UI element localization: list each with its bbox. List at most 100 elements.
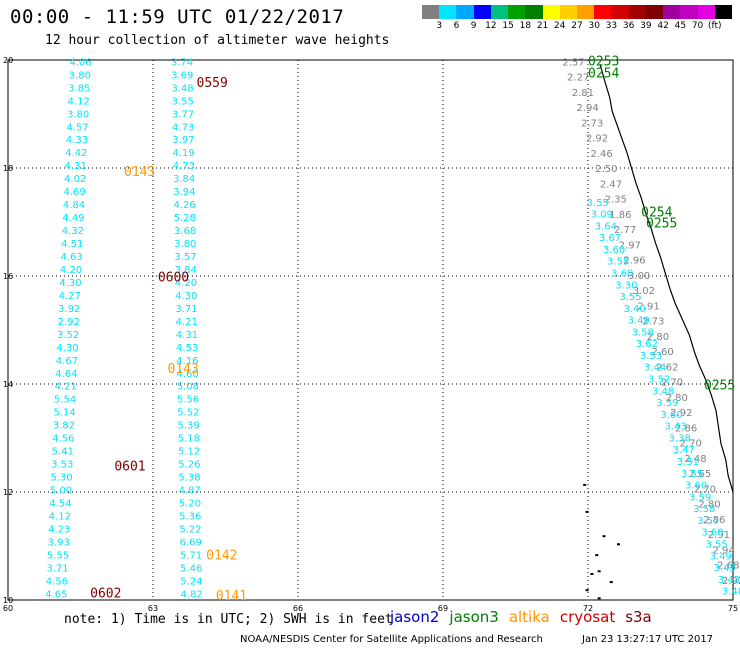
color-swatch — [611, 5, 629, 19]
color-swatch — [422, 5, 440, 19]
wave-height-value: 4.51 — [61, 239, 83, 250]
wave-height-value: 2.92 — [586, 134, 608, 145]
wave-height-value: 5.39 — [177, 421, 199, 432]
generated-timestamp: Jan 23 13:27:17 UTC 2017 — [582, 634, 714, 645]
credit-text: NOAA/NESDIS Center for Satellite Applica… — [240, 634, 543, 645]
wave-height-value: 4.73 — [173, 161, 195, 172]
wave-height-value: 4.31 — [176, 330, 198, 341]
map-frame — [7, 59, 734, 601]
wave-height-value: 2.70 — [694, 484, 716, 495]
wave-height-value: 2.62 — [656, 362, 678, 373]
wave-height-value: 2.80 — [647, 332, 669, 343]
color-scale-label: 33 — [605, 21, 618, 31]
pass-time-label: 0559 — [197, 76, 228, 91]
wave-height-value: 3.51 — [677, 457, 699, 468]
wave-height-value: 2.46 — [591, 149, 613, 160]
wave-height-value: 2.65 — [689, 469, 711, 480]
wave-height-value: 3.80 — [69, 70, 91, 81]
wave-height-value: 4.06 — [69, 57, 91, 68]
wave-height-value: 2.80 — [666, 393, 688, 404]
color-scale-label: 6 — [453, 21, 460, 31]
color-swatch — [456, 5, 474, 19]
wave-height-value: 2.27 — [567, 73, 589, 84]
wave-height-value: 5.26 — [178, 460, 200, 471]
wave-height-value: 3.53 — [51, 460, 73, 471]
wave-height-value: 4.02 — [64, 174, 86, 185]
wave-height-value: 3.93 — [48, 537, 70, 548]
x-tick-label: 60 — [3, 604, 13, 613]
wave-height-value: 4.54 — [49, 498, 71, 509]
x-tick-label: 72 — [583, 604, 593, 613]
color-scale-label: 42 — [657, 21, 669, 31]
wave-height-value: 4.57 — [66, 122, 88, 133]
wave-height-value: 4.84 — [63, 200, 85, 211]
wave-height-value: 4.19 — [173, 148, 195, 159]
wave-height-value: 5.20 — [179, 498, 201, 509]
wave-height-value: 3.45 — [714, 563, 736, 574]
island — [585, 589, 589, 592]
wave-height-value: 5.46 — [180, 563, 202, 574]
wave-height-value: 2.73 — [642, 317, 664, 328]
wave-height-value: 3.62 — [636, 339, 658, 350]
wave-height-value: 4.21 — [176, 317, 198, 328]
wave-height-value: 4.65 — [45, 589, 67, 600]
wave-height-value: 6.69 — [180, 537, 202, 548]
wave-height-value: 4.27 — [59, 291, 81, 302]
color-scale-label: 12 — [485, 21, 497, 31]
wave-height-value: 2.47 — [600, 179, 622, 190]
wave-height-value: 4.53 — [176, 343, 198, 354]
pass-time-label: 0143 — [168, 362, 199, 377]
color-swatch — [628, 5, 646, 19]
wave-height-value: 4.31 — [65, 161, 87, 172]
wave-height-value: 3.43 — [664, 422, 686, 433]
wave-height-value: 4.87 — [179, 486, 201, 497]
wave-height-value: 2.68 — [717, 561, 739, 572]
wave-height-value: 3.57 — [697, 516, 719, 527]
color-scale-label: 9 — [470, 21, 477, 31]
wave-height-value: 2.80 — [698, 500, 720, 511]
color-scale-label: 18 — [519, 21, 532, 31]
color-swatch — [663, 5, 681, 19]
pass-time-label: 0602 — [90, 586, 121, 601]
wave-height-value: 3.85 — [68, 83, 90, 94]
color-swatch — [508, 5, 526, 19]
pass-time-label: 0142 — [206, 549, 237, 564]
wave-height-value: 4.64 — [55, 369, 77, 380]
wave-height-value: 2.92 — [670, 408, 692, 419]
island — [617, 543, 620, 546]
wave-height-value: 2.86 — [675, 423, 697, 434]
satellite-legend: jason2 jason3 altika cryosat s3a — [390, 608, 662, 626]
pass-time-label: 0143 — [124, 165, 155, 180]
color-scale-label: 24 — [554, 21, 566, 31]
wave-height-value: 3.60 — [685, 481, 707, 492]
wave-height-value: 2.35 — [605, 195, 627, 206]
wave-height-value: 3.60 — [603, 245, 625, 256]
wave-height-value: 5.54 — [54, 395, 76, 406]
wave-height-value: 3.30 — [615, 280, 637, 291]
wave-height-value: 3.52 — [648, 375, 670, 386]
wave-height-value: 3.60 — [660, 410, 682, 421]
y-tick-label: 10 — [3, 596, 13, 605]
wave-height-value: 4.12 — [49, 511, 71, 522]
wave-height-value: 4.56 — [52, 434, 74, 445]
wave-height-value: 3.49 — [710, 551, 732, 562]
color-swatch — [645, 5, 664, 19]
wave-height-value: 5.30 — [51, 473, 73, 484]
wave-height-value: 3.55 — [681, 469, 703, 480]
wave-height-value: 3.94 — [173, 187, 195, 198]
wave-height-value: 4.49 — [62, 213, 84, 224]
wave-height-value: 5.55 — [47, 550, 69, 561]
wave-height-value: 1.86 — [609, 210, 631, 221]
wave-height-value: 5.71 — [180, 550, 202, 561]
wave-height-value: 3.58 — [693, 504, 715, 515]
x-tick-label: 69 — [438, 604, 448, 613]
wave-height-value: 2.86 — [703, 515, 725, 526]
wave-height-value: 2.92 — [722, 576, 740, 587]
wave-height-value: 4.32 — [62, 226, 84, 237]
wave-height-value: 4.20 — [60, 265, 82, 276]
wave-height-value: 2.50 — [595, 164, 617, 175]
wave-height-value: 5.18 — [178, 434, 200, 445]
wave-height-value: 3.40 — [623, 304, 645, 315]
y-tick-label: 18 — [3, 164, 13, 173]
